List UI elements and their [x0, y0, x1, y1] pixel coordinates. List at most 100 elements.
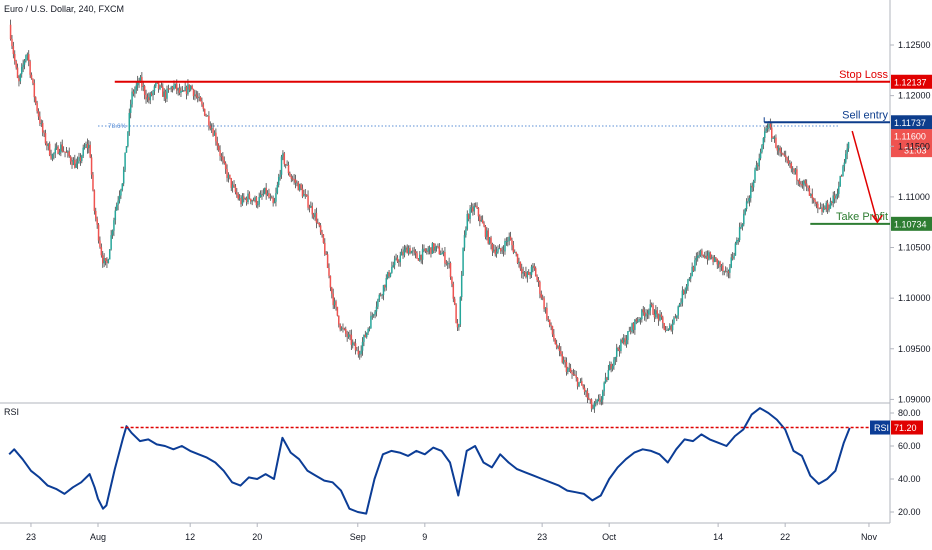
candle-body: [706, 255, 709, 260]
candle-body: [748, 198, 751, 201]
candle-body: [683, 290, 685, 294]
candle-body: [765, 128, 767, 132]
candle-body: [738, 227, 741, 241]
candle-body: [194, 94, 196, 97]
candle-body: [407, 248, 410, 254]
candle-body: [203, 108, 206, 116]
candle-body: [88, 144, 90, 149]
candle-body: [90, 157, 93, 175]
candle-body: [671, 323, 674, 331]
candle-body: [442, 251, 445, 253]
candle-body: [836, 193, 839, 196]
time-tick-label: 9: [422, 532, 427, 542]
candle-body: [143, 86, 146, 95]
candle-body: [708, 252, 710, 260]
candle-body: [340, 327, 343, 330]
candle-body: [835, 195, 837, 199]
candle-body: [227, 174, 230, 179]
candle-body: [229, 174, 231, 179]
candle-body: [423, 248, 425, 250]
candle-body: [61, 144, 63, 152]
candle-body: [509, 236, 512, 241]
candle-body: [666, 330, 668, 331]
candle-body: [712, 257, 714, 263]
trade-levels[interactable]: Stop Loss 1.12137 Sell entry 1.11737 Take Pr…: [114, 69, 932, 231]
candle-body: [100, 247, 103, 256]
candle-body: [843, 162, 846, 167]
candle-body: [740, 226, 742, 228]
candle-body: [428, 247, 431, 250]
candle-body: [645, 313, 647, 317]
candle-body: [557, 346, 559, 348]
candle-body: [220, 155, 223, 157]
candle-body: [406, 247, 408, 254]
candle-body: [807, 185, 809, 188]
candle-body: [814, 199, 816, 202]
candle-body: [703, 255, 706, 258]
candle-body: [396, 257, 399, 262]
candle-body: [588, 397, 590, 400]
candle-body: [350, 334, 353, 345]
candle-body: [251, 200, 253, 202]
candle-body: [270, 197, 273, 199]
candle-body: [364, 334, 367, 338]
candle-body: [812, 198, 815, 200]
candle-body: [607, 370, 610, 380]
axes: 1.09000 1.09500 1.10000 1.10500 1.11000 1.115…: [26, 40, 931, 542]
candle-body: [259, 194, 262, 198]
candle-body: [803, 180, 805, 186]
candle-body: [265, 187, 267, 195]
candle-body: [571, 372, 573, 374]
candle-body: [533, 265, 536, 269]
candle-body: [508, 236, 510, 241]
candle-body: [280, 156, 283, 175]
current-price-text: 1.11600: [894, 132, 926, 142]
candle-body: [296, 182, 298, 184]
candle-body: [395, 257, 397, 260]
take-profit-label: Take Profit: [836, 211, 888, 223]
candle-body: [433, 243, 435, 251]
candle-body: [231, 184, 234, 188]
symbol-header: Euro / U.S. Dollar, 240, FXCM: [4, 4, 125, 14]
candle-body: [822, 207, 825, 212]
candle-body: [46, 143, 48, 146]
candle-body: [352, 342, 354, 345]
rsi-panel: RSI 71.20: [8, 407, 923, 515]
candle-body: [511, 240, 513, 246]
candle-body: [145, 94, 147, 100]
candle-body: [529, 274, 531, 276]
candle-body: [47, 143, 50, 146]
candle-body: [178, 88, 181, 93]
candle-body: [347, 334, 350, 337]
candle-body: [310, 205, 312, 208]
candle-body: [82, 147, 84, 157]
candle-body: [539, 281, 541, 294]
candle-body: [562, 359, 565, 363]
candle-body: [230, 178, 232, 188]
candle-body: [136, 80, 139, 86]
candle-body: [791, 168, 794, 170]
candle-body: [845, 153, 847, 163]
candle-body: [86, 143, 89, 149]
candle-body: [522, 272, 524, 274]
candle-body: [603, 382, 605, 392]
candle-body: [174, 83, 177, 85]
candle-body: [332, 293, 334, 306]
candle-body: [78, 157, 80, 162]
candle-body: [648, 310, 650, 315]
candle-body: [216, 141, 219, 146]
candle-body: [191, 85, 193, 90]
candle-body: [135, 85, 138, 90]
candle-body: [466, 213, 469, 230]
candle-body: [343, 328, 346, 330]
candle-body: [759, 152, 762, 159]
candle-body: [177, 88, 179, 91]
candle-body: [44, 133, 47, 144]
candle-body: [769, 123, 772, 128]
candle-body: [491, 244, 494, 252]
candle-body: [157, 81, 160, 89]
candle-body: [37, 111, 40, 117]
candle-body: [663, 323, 665, 330]
candle-body: [101, 255, 104, 264]
